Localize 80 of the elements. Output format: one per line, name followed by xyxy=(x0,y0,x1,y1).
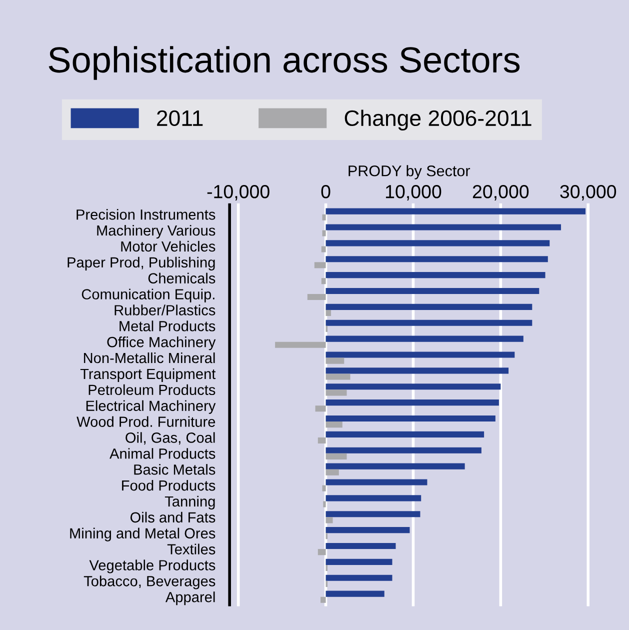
y-tick-label: Office Machinery xyxy=(107,336,216,350)
chart-title: Sophistication across Sectors xyxy=(48,46,520,80)
y-tick-label: Apparel xyxy=(165,592,215,606)
bar xyxy=(326,422,342,428)
bar xyxy=(326,390,347,396)
x-axis-title: PRODY by Sector xyxy=(348,165,470,180)
y-tick-label: Wood Prod. Furniture xyxy=(76,416,216,427)
y-tick-label: Food Products xyxy=(122,480,216,491)
x-tick-label: -10,000 xyxy=(207,184,270,200)
y-tick-label: Rubber/Plastics xyxy=(114,304,216,316)
bar xyxy=(322,230,326,236)
y-tick-label: Mining and Metal Ores xyxy=(70,528,216,542)
bar xyxy=(326,590,384,597)
bar xyxy=(318,437,326,444)
bar xyxy=(326,542,396,550)
y-tick-label: Basic Metals xyxy=(134,464,216,475)
bar xyxy=(326,224,562,230)
bar xyxy=(321,246,326,252)
bar xyxy=(326,517,333,524)
bar xyxy=(326,558,392,565)
x-tick-label: 0 xyxy=(321,184,330,198)
bar xyxy=(322,214,326,220)
y-tick-label: Non-Metallic Mineral xyxy=(84,352,215,364)
legend-label: 2011 xyxy=(157,110,203,126)
bar xyxy=(326,527,410,534)
y-tick-label: Transport Equipment xyxy=(80,368,216,382)
bar xyxy=(314,262,326,268)
x-tick-label: 10,000 xyxy=(386,184,442,200)
bar xyxy=(318,549,326,556)
y-tick-label: Comunication Equip. xyxy=(82,288,214,302)
y-tick-label: Oils and Fats xyxy=(130,512,216,523)
bar xyxy=(326,453,347,460)
x-tick-label: 20,000 xyxy=(472,184,529,200)
bar xyxy=(326,304,532,310)
y-tick-label: Animal Products xyxy=(110,448,216,459)
bar xyxy=(326,352,515,358)
bar xyxy=(326,463,465,470)
y-tick-label: Electrical Machinery xyxy=(86,400,216,414)
legend-label: Change 2006-2011 xyxy=(344,110,532,130)
bar xyxy=(322,485,326,492)
bar xyxy=(326,288,540,294)
y-tick-label: Paper Prod, Publishing xyxy=(68,256,215,270)
bar xyxy=(315,406,326,412)
bar xyxy=(326,469,339,476)
y-tick-label: Tanning xyxy=(164,496,215,510)
y-tick-label: Metal Products xyxy=(120,320,216,332)
bar xyxy=(321,278,326,284)
bar xyxy=(326,208,586,214)
bar xyxy=(326,479,428,486)
bar xyxy=(326,374,350,380)
y-tick-label: Vegetable Products xyxy=(89,560,216,574)
bar xyxy=(326,574,392,581)
bar xyxy=(326,240,550,246)
bar xyxy=(326,415,496,422)
bar xyxy=(326,384,501,390)
y-tick-label: Precision Instruments xyxy=(76,209,216,220)
bar xyxy=(326,320,532,326)
bar xyxy=(326,511,420,518)
bar xyxy=(320,596,326,603)
bar xyxy=(326,447,482,454)
bar xyxy=(307,294,326,300)
bar xyxy=(326,272,546,278)
y-tick-label: Oil, Gas, Coal xyxy=(126,432,215,445)
bar xyxy=(326,368,509,374)
bar xyxy=(326,495,422,502)
y-tick-label: Motor Vehicles xyxy=(121,240,216,252)
bar xyxy=(323,501,326,508)
bar xyxy=(326,310,332,316)
bar xyxy=(326,400,499,406)
bar xyxy=(326,336,524,342)
y-tick-label: Petroleum Products xyxy=(88,384,216,396)
bar xyxy=(326,431,484,438)
y-tick-label: Machinery Various xyxy=(97,224,216,239)
y-tick-label: Chemicals xyxy=(148,272,216,284)
x-tick-label: 30,000 xyxy=(560,184,616,200)
y-tick-label: Tobacco, Beverages xyxy=(84,576,216,590)
bar xyxy=(326,358,344,364)
bar xyxy=(275,342,326,348)
bar xyxy=(326,256,548,262)
y-tick-label: Textiles xyxy=(167,544,216,554)
